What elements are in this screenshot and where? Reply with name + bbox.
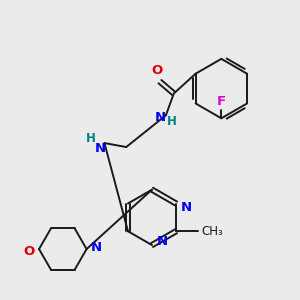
Text: N: N	[157, 235, 168, 248]
Text: H: H	[167, 115, 177, 128]
Text: N: N	[154, 111, 166, 124]
Text: N: N	[181, 201, 192, 214]
Text: F: F	[217, 95, 226, 108]
Text: CH₃: CH₃	[202, 225, 224, 238]
Text: O: O	[151, 64, 163, 77]
Text: N: N	[91, 241, 102, 254]
Text: N: N	[95, 142, 106, 154]
Text: O: O	[24, 244, 35, 258]
Text: H: H	[85, 132, 95, 145]
